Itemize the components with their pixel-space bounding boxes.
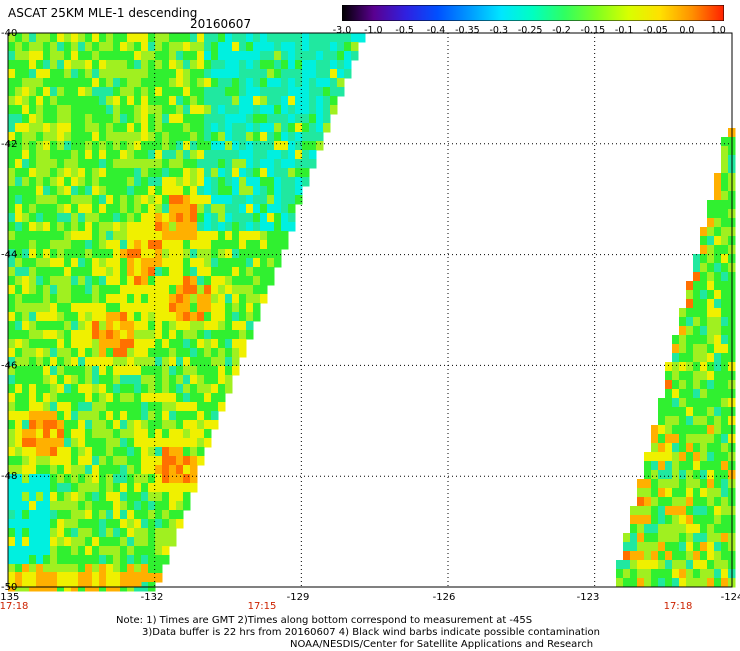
colorbar-labels: -3.0 -1.0 -0.5 -0.4 -0.35 -0.3 -0.25 -0.2 -0.15-… (330, 25, 730, 39)
colorbar-tick-label: -0.3 (489, 25, 509, 36)
map-date: 20160607 (190, 17, 252, 31)
lat-tick-label: -40 (1, 28, 17, 39)
time-label: 17:18 (0, 601, 28, 612)
note-line-2: 3)Data buffer is 22 hrs from 20160607 4)… (142, 627, 600, 638)
swath-cells (8, 33, 736, 592)
colorbar-tick-label: -1.0 (364, 25, 383, 36)
colorbar-gradient (342, 5, 724, 21)
map-title: ASCAT 25KM MLE-1 descending (8, 6, 198, 20)
lat-tick-label: -44 (1, 250, 17, 261)
lon-tick-label: -132 (141, 592, 164, 603)
lon-tick-label: -129 (287, 592, 310, 603)
colorbar-tick-label: -0.25 (517, 25, 543, 36)
colorbar-tick-label: -0.05 (643, 25, 668, 36)
map-frame (7, 32, 733, 588)
colorbar-tick-label: -0.1 (614, 25, 634, 36)
time-label: 17:15 (248, 601, 277, 612)
colorbar-tick-label: -0.15 (580, 25, 606, 36)
lat-tick-label: -42 (1, 139, 17, 150)
note-line-3: NOAA/NESDIS/Center for Satellite Applica… (290, 639, 594, 650)
lat-tick-label: -48 (1, 471, 17, 482)
colorbar-tick-label: 0.0 (679, 25, 695, 36)
colorbar-tick-label: -0.2 (552, 25, 571, 36)
lat-tick-label: -50 (1, 582, 17, 593)
colorbar-tick-label: 1.0 (710, 25, 726, 36)
colorbar (342, 5, 724, 21)
note-line-1: Note: 1) Times are GMT 2)Times along bot… (116, 615, 533, 626)
colorbar-tick-label: -0.35 (455, 25, 480, 36)
grid-lines (8, 33, 732, 587)
lon-tick-label: -135 (0, 592, 19, 603)
colorbar-tick-label: -0.5 (395, 25, 414, 36)
lon-tick-label: -124 (721, 592, 740, 603)
lon-tick-label: -123 (577, 592, 600, 603)
lat-tick-label: -46 (1, 360, 17, 371)
colorbar-tick-label: -3.0 (332, 25, 352, 36)
colorbar-tick-label: -0.4 (426, 25, 446, 36)
time-label: 17:18 (664, 601, 693, 612)
lon-tick-label: -126 (433, 592, 456, 603)
